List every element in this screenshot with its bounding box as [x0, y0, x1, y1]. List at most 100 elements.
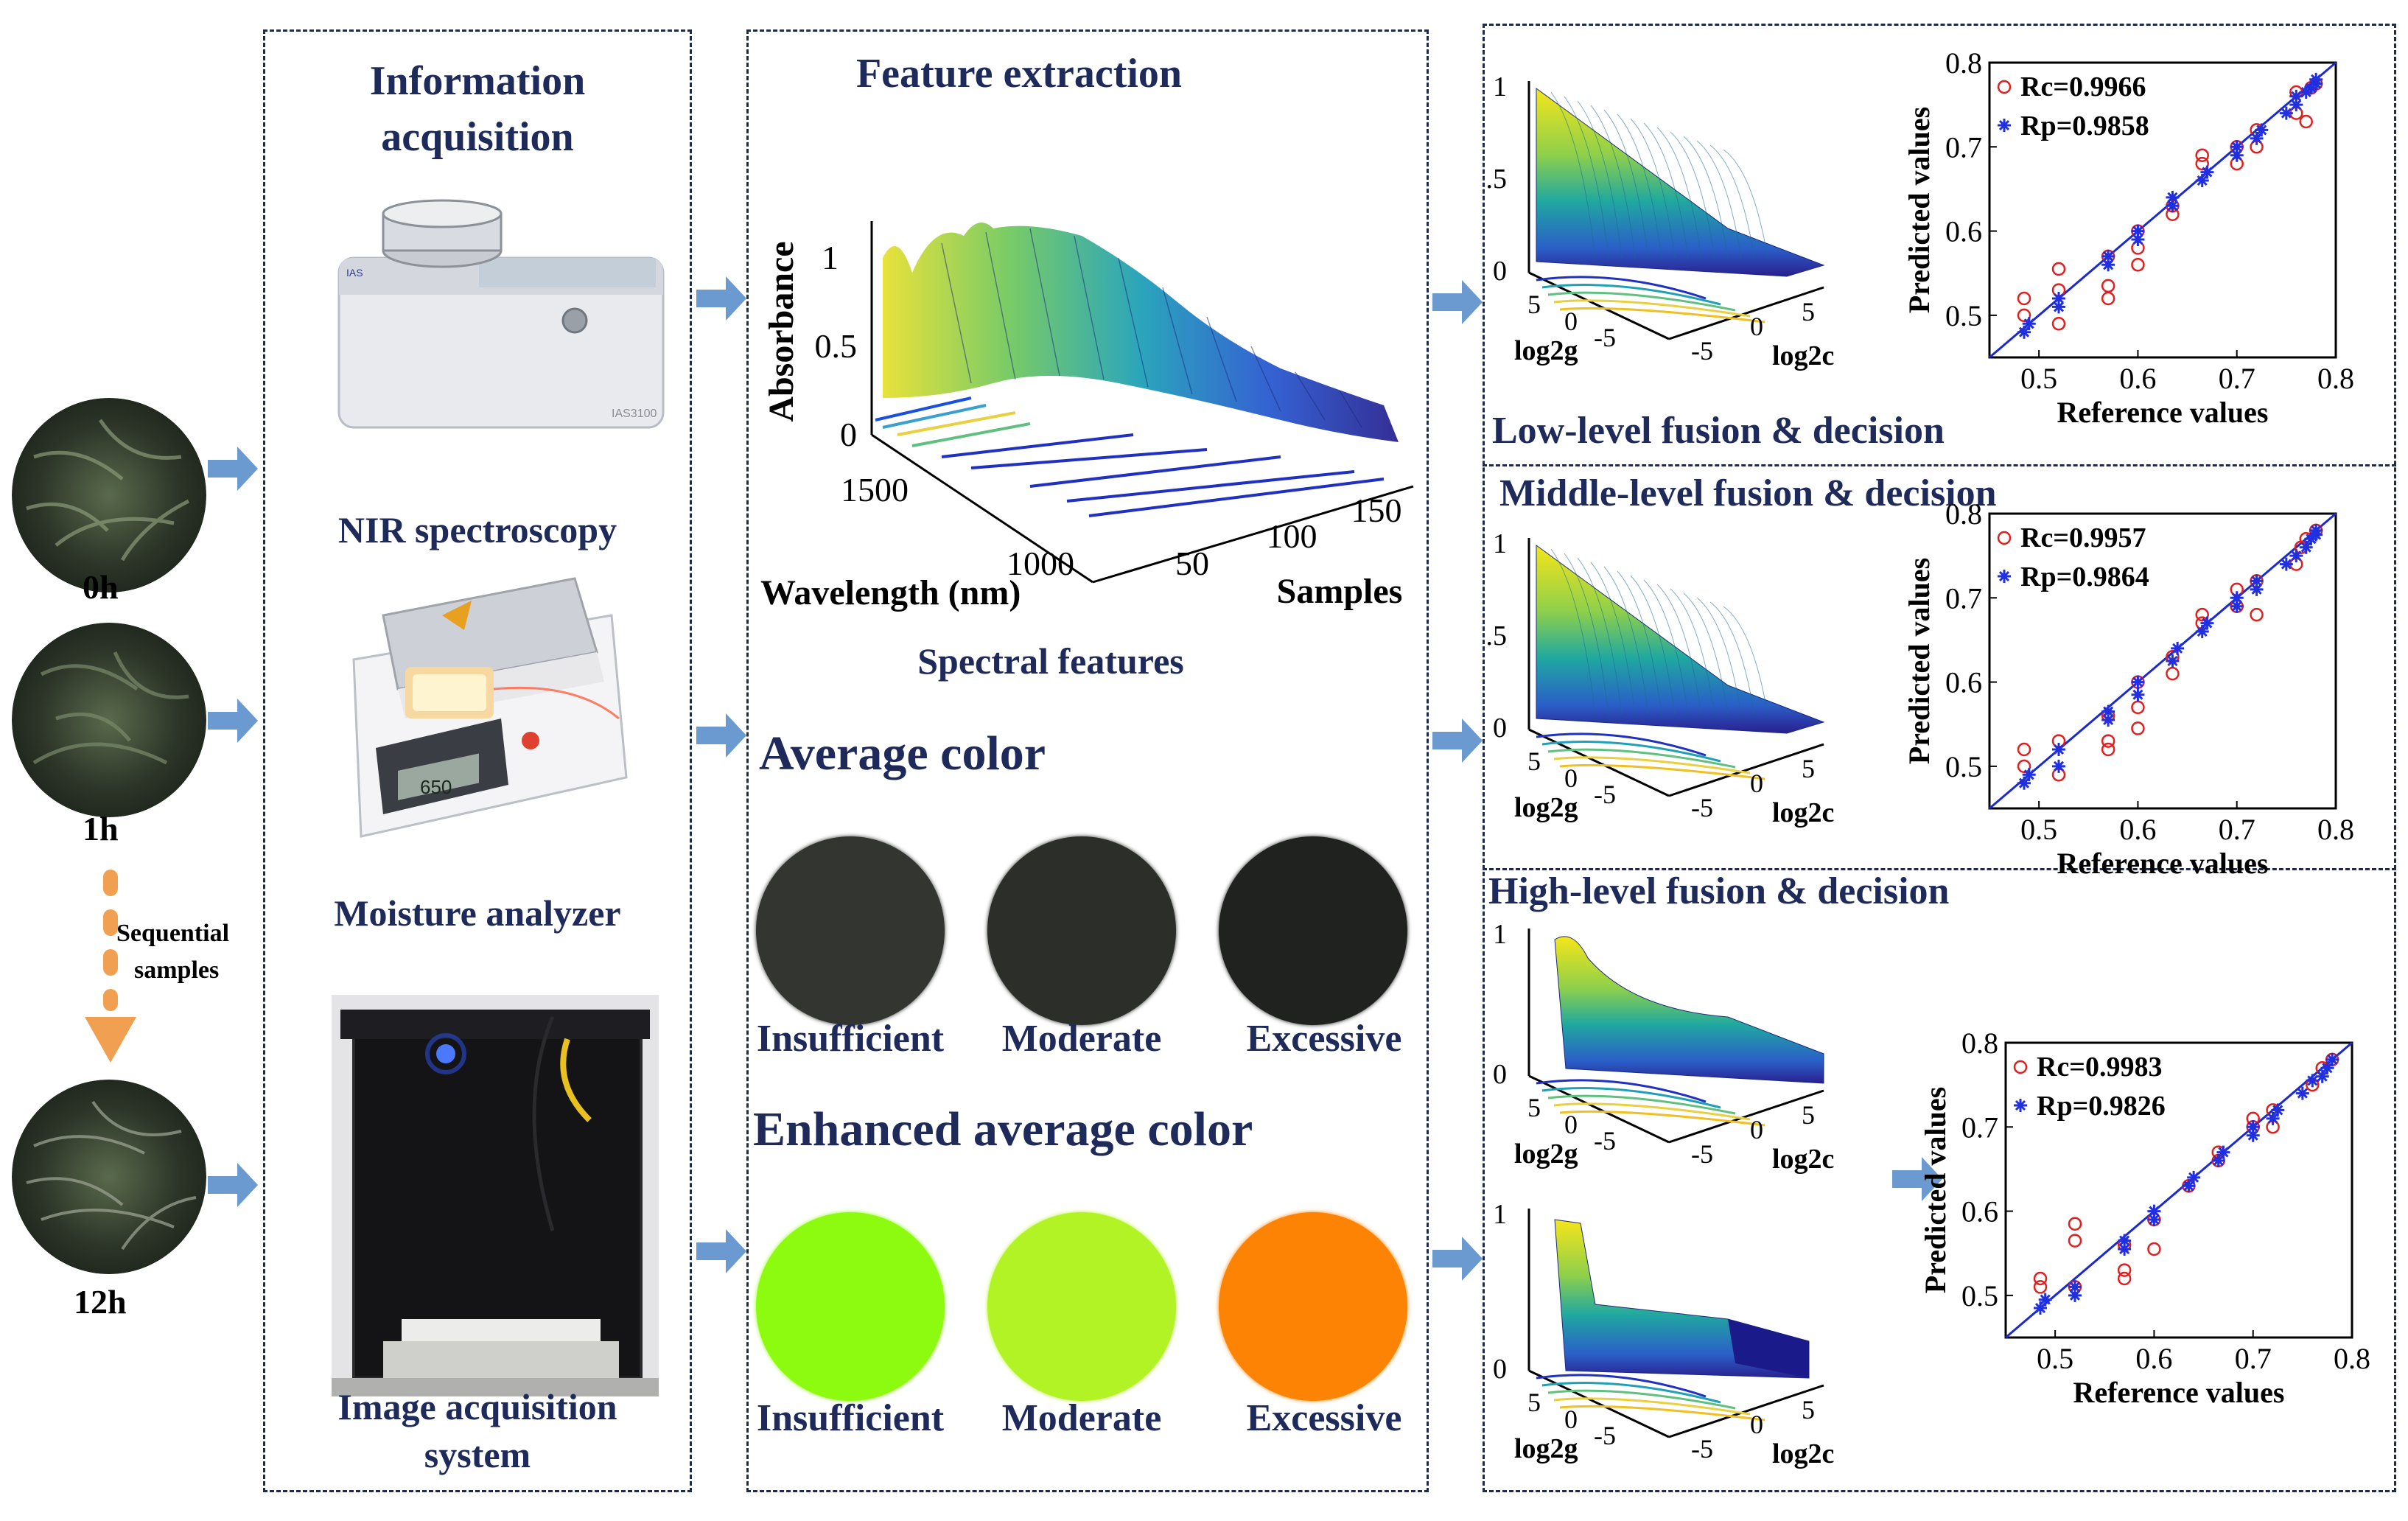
prediction-point: [2101, 713, 2115, 727]
prediction-point: [2195, 174, 2209, 187]
prediction-point: [2171, 641, 2185, 655]
mse-tick-label: 0: [1493, 713, 1507, 744]
log2c-axis-label: log2c: [1772, 797, 1834, 828]
calibration-point: [2017, 759, 2031, 774]
sequential-text-2: samples: [134, 957, 220, 984]
mse-tick-label: 0: [1493, 1354, 1507, 1385]
mse-mesh-line: [1617, 113, 1662, 259]
g-tick-label: -5: [1594, 1126, 1616, 1155]
prediction-point: [2022, 317, 2036, 331]
feature-extraction-panel: [746, 29, 1429, 1492]
prediction-point: [2101, 249, 2115, 263]
mse-mesh-line: [1590, 105, 1636, 259]
mse-mesh-line: [1577, 100, 1623, 259]
mse-mesh-line: [1656, 127, 1702, 259]
prediction-point: [2017, 325, 2031, 339]
mse-contour-line: [1553, 756, 1751, 775]
calibration-point: [2131, 700, 2145, 715]
right-arrow-icon: [1432, 1237, 1483, 1281]
mse-g-axis: [1528, 728, 1670, 797]
g-tick-label: 0: [1564, 763, 1578, 793]
mse-mesh-line: [1643, 579, 1689, 716]
mse-mesh-line: [1630, 118, 1676, 259]
prediction-point: [2147, 1213, 2161, 1226]
scatter-chart-high: 0.5 0.6 0.7 0.8 0.5 0.6 0.7 0.8 Reference values…: [1925, 1027, 2370, 1408]
mse-surface: [1554, 936, 1824, 1084]
log2g-axis-label: log2g: [1514, 335, 1578, 366]
prediction-point: [2118, 1242, 2132, 1256]
sample-label-12h: 12h: [74, 1283, 127, 1321]
grade-label-excessive: Excessive: [1246, 1018, 1402, 1060]
prediction-point: [2182, 1179, 2196, 1193]
x-tick-label: 0.7: [2219, 813, 2255, 846]
prediction-point: [2299, 540, 2313, 554]
svg-text:650: 650: [420, 776, 452, 798]
prediction-point: [2118, 1234, 2132, 1248]
prediction-point: [2131, 233, 2145, 246]
mse-mesh-line: [1670, 131, 1715, 259]
g-tick-label: 5: [1527, 1388, 1541, 1417]
mse-contour-line: [1536, 1079, 1707, 1103]
average-color-swatch-moderate: [987, 836, 1176, 1025]
legend-rc-label: Rc=0.9966: [2020, 71, 2146, 102]
x-axis-label: Reference values: [2057, 847, 2269, 878]
prediction-point: [2187, 1170, 2201, 1184]
right-arrow-icon: [696, 1229, 746, 1273]
mse-g-axis: [1528, 1074, 1670, 1144]
x-tick-label: 0.8: [2334, 1342, 2370, 1375]
prediction-point: [2068, 1288, 2082, 1302]
mse-contour-line: [1559, 307, 1765, 324]
c-tick-label: 5: [1802, 1395, 1815, 1424]
prediction-point: [2038, 1293, 2052, 1307]
svg-text:IAS3100: IAS3100: [612, 408, 657, 420]
calibration-point: [2033, 1271, 2048, 1286]
prediction-point: [2299, 85, 2313, 99]
prediction-point: [2052, 743, 2065, 756]
mse-contour-line: [1541, 284, 1721, 306]
right-arrow-icon: [1432, 718, 1483, 763]
prediction-point: [2052, 759, 2065, 773]
legend-prediction-marker: [1998, 570, 2011, 583]
mse-mesh-line: [1670, 588, 1715, 716]
x-tick-label: 0.6: [2119, 813, 2156, 846]
scatter-chart-low: 0.5 0.6 0.7 0.8 0.5 0.6 0.7 0.8 Reference values…: [1908, 46, 2354, 427]
mse-g-axis: [1528, 1369, 1670, 1438]
enhanced-color-swatch-moderate: [987, 1212, 1176, 1401]
legend-rp-label: Rp=0.9858: [2020, 111, 2149, 141]
log2g-axis-label: log2g: [1514, 1139, 1578, 1169]
prediction-point: [2101, 258, 2115, 272]
acquisition-title-line1: Information: [369, 58, 586, 104]
mse-surface-flat: [1728, 1319, 1809, 1378]
spectral-features-caption: Spectral features: [917, 640, 1184, 682]
calibration-point: [2068, 1217, 2082, 1231]
mse-contour-line: [1536, 1374, 1707, 1398]
fit-line: [2005, 1041, 2353, 1339]
mse-tick-label: 1: [1493, 71, 1507, 102]
mse-tick-label: 0: [1493, 1059, 1507, 1090]
image-acquisition-label-line2: system: [424, 1434, 531, 1475]
legend-prediction-marker: [1998, 119, 2011, 132]
log2g-axis-label: log2g: [1514, 792, 1578, 823]
mse-mesh-line: [1603, 109, 1649, 259]
prediction-point: [2289, 549, 2303, 563]
fit-line: [1989, 61, 2337, 359]
z-tick-label: 0: [840, 416, 857, 453]
prediction-point: [2266, 1111, 2280, 1125]
g-tick-label: 5: [1527, 1093, 1541, 1122]
mse-mesh-line: [1643, 122, 1689, 259]
calibration-point: [2299, 114, 2313, 129]
prediction-point: [2211, 1154, 2225, 1167]
c-tick-label: 5: [1802, 297, 1815, 326]
legend-rc-label: Rc=0.9983: [2037, 1052, 2162, 1083]
y-tick-label: 0.5: [1961, 1279, 1998, 1312]
mse-mesh-line: [1723, 606, 1768, 716]
x-tick-label: 0.6: [2119, 362, 2156, 395]
mse-contour-line: [1559, 1110, 1765, 1127]
y-tick-label: 100: [1267, 517, 1317, 555]
mse-contour-line: [1541, 1087, 1721, 1109]
g-tick-label: 0: [1564, 1405, 1578, 1434]
average-color-swatch-excessive: [1219, 836, 1407, 1025]
